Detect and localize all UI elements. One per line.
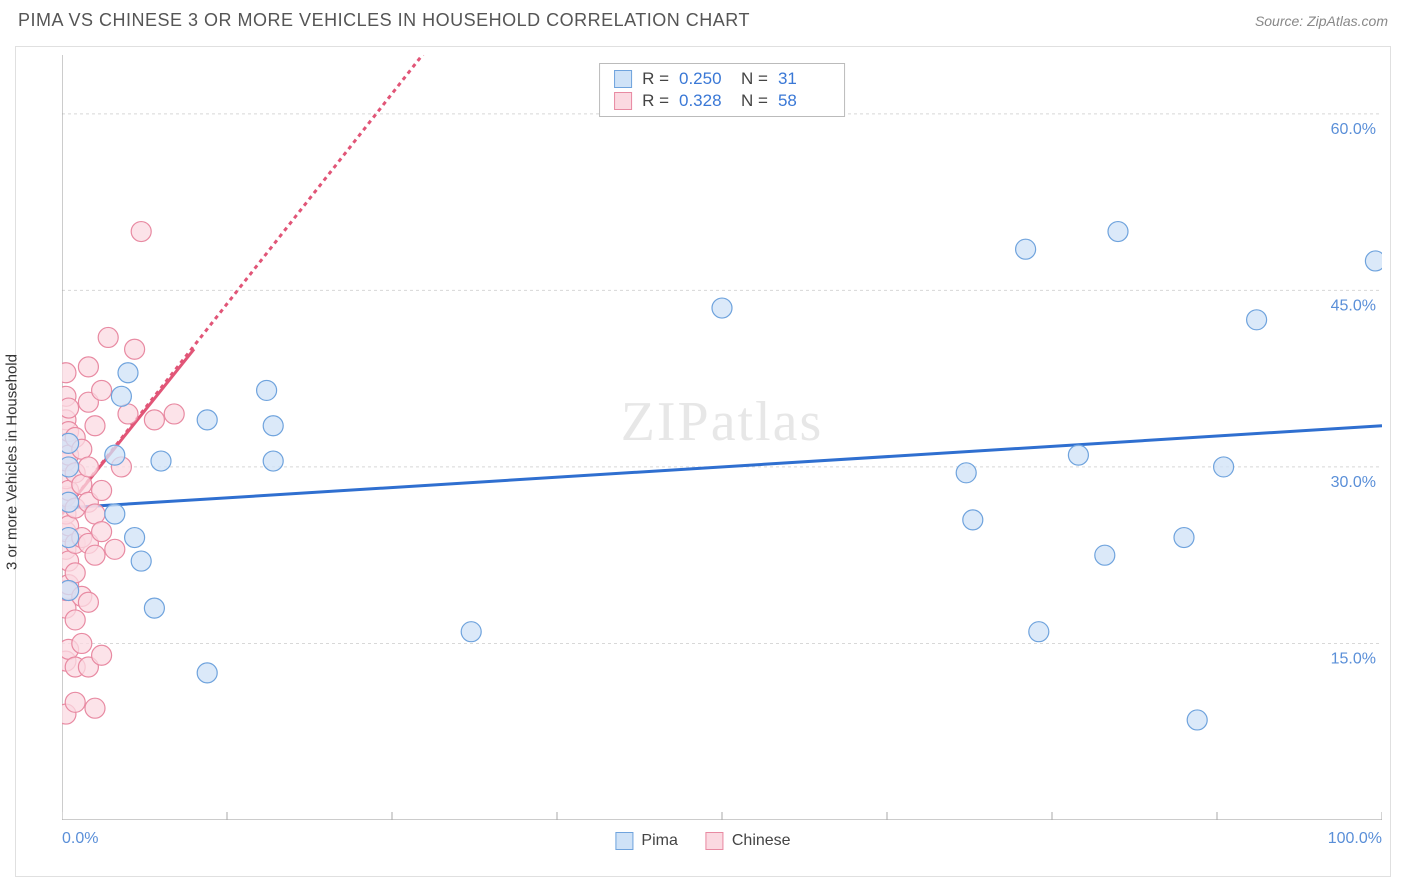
chart-title: PIMA VS CHINESE 3 OR MORE VEHICLES IN HO… bbox=[18, 10, 750, 31]
stats-r-label: R = bbox=[642, 91, 669, 111]
stats-n-value: 31 bbox=[778, 69, 830, 89]
stats-legend-box: R = 0.250 N = 31 R = 0.328 N = 58 bbox=[599, 63, 845, 117]
stats-n-value: 58 bbox=[778, 91, 830, 111]
svg-text:30.0%: 30.0% bbox=[1331, 474, 1376, 491]
svg-text:15.0%: 15.0% bbox=[1331, 650, 1376, 667]
chart-header: PIMA VS CHINESE 3 OR MORE VEHICLES IN HO… bbox=[0, 0, 1406, 37]
stats-row: R = 0.328 N = 58 bbox=[614, 90, 830, 112]
stats-r-value: 0.328 bbox=[679, 91, 731, 111]
legend-swatch-icon bbox=[615, 832, 633, 850]
legend-label: Pima bbox=[641, 832, 677, 850]
y-axis-label: 3 or more Vehicles in Household bbox=[4, 354, 21, 570]
x-axis-min-label: 0.0% bbox=[62, 830, 98, 848]
legend-swatch-icon bbox=[614, 70, 632, 88]
legend-item: Pima bbox=[615, 832, 677, 850]
legend-item: Chinese bbox=[706, 832, 791, 850]
legend-swatch-icon bbox=[706, 832, 724, 850]
svg-text:60.0%: 60.0% bbox=[1331, 121, 1376, 138]
stats-r-value: 0.250 bbox=[679, 69, 731, 89]
chart-container: 3 or more Vehicles in Household 15.0%30.… bbox=[15, 46, 1391, 877]
stats-r-label: R = bbox=[642, 69, 669, 89]
stats-n-label: N = bbox=[741, 91, 768, 111]
legend-swatch-icon bbox=[614, 92, 632, 110]
stats-n-label: N = bbox=[741, 69, 768, 89]
stats-row: R = 0.250 N = 31 bbox=[614, 68, 830, 90]
x-axis-max-label: 100.0% bbox=[1328, 830, 1382, 848]
svg-text:45.0%: 45.0% bbox=[1331, 297, 1376, 314]
chart-source: Source: ZipAtlas.com bbox=[1255, 13, 1388, 29]
legend-label: Chinese bbox=[732, 832, 791, 850]
plot-area: 15.0%30.0%45.0%60.0% ZIPatlas R = 0.250 … bbox=[62, 55, 1382, 820]
bottom-legend: Pima Chinese bbox=[615, 832, 790, 850]
scatter-plot-svg: 15.0% 30.0% 45.0% 60.0% bbox=[62, 55, 1382, 820]
